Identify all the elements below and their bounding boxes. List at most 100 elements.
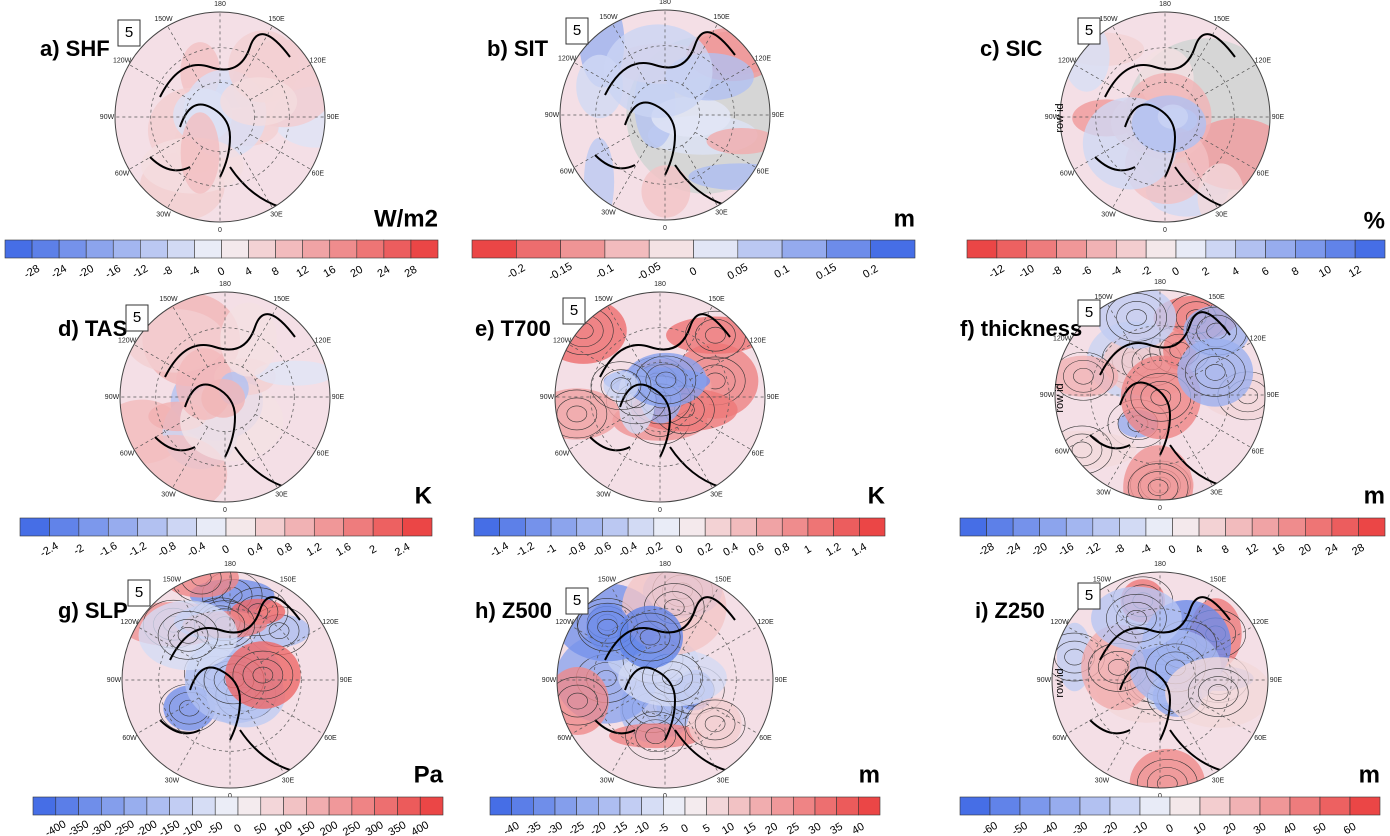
colorbar-box	[489, 796, 512, 816]
colorbar-box	[374, 796, 398, 816]
box	[1077, 17, 1101, 45]
contour	[655, 371, 677, 389]
unit: m	[1359, 761, 1380, 788]
colorbar-box	[756, 517, 783, 537]
colorbar-tick-label: 25	[785, 821, 802, 836]
colorbar-tick-label: -8	[160, 264, 174, 279]
meridian-label: 30W	[161, 492, 176, 499]
panel: 180 150E 120E 90E 60E 30E 0 30W 60W 90W 120W 150W b)…	[471, 0, 916, 283]
meridian-label: 30E	[715, 210, 728, 217]
meridian-label: 150W	[594, 296, 613, 303]
colorbar-tick-label: -0.4	[617, 540, 639, 560]
meridian-label: 120E	[315, 337, 332, 344]
colorbar-box	[858, 796, 881, 816]
colorbar-box	[533, 796, 556, 816]
colorbar-box	[1145, 239, 1177, 259]
latitude	[158, 608, 302, 752]
colorbar-box	[550, 517, 578, 537]
anomaly	[1097, 290, 1177, 349]
meridian-label: 30E	[1215, 212, 1228, 219]
contour	[566, 405, 588, 423]
meridian	[1177, 710, 1215, 774]
coastline	[1094, 33, 1266, 212]
colorbar-box	[419, 796, 444, 816]
colorbar-tick-label: 50	[1312, 821, 1329, 836]
colorbar-box	[515, 239, 561, 259]
panel: 180 150E 120E 90E 60E 30E 0 30W 60W 90W 120W 150W e)…	[473, 281, 886, 560]
colorbar-tick-label: -35	[523, 820, 543, 836]
colorbar-box	[402, 517, 433, 537]
contour	[567, 692, 588, 710]
anomaly	[688, 697, 742, 751]
panel-label: e) T700	[475, 316, 551, 341]
coastline	[154, 313, 326, 492]
panel-label: b) SIT	[487, 36, 549, 61]
anomaly	[1055, 355, 1119, 397]
box-label: 5	[1085, 22, 1093, 39]
colorbar-tick-label: -24	[1003, 541, 1023, 559]
meridian-label: 120E	[1255, 57, 1272, 64]
map	[557, 572, 773, 788]
meridian-label: 60E	[312, 170, 325, 177]
meridian-label: 0	[1163, 227, 1167, 234]
colorbar-box	[112, 239, 141, 259]
anomaly	[617, 605, 684, 669]
unit: K	[868, 482, 886, 509]
contour	[557, 676, 608, 726]
panel: 180 150E 120E 90E 60E 30E 0 30W 60W 90W 120W 150W g)…	[32, 561, 444, 836]
meridian-label: 90W	[1045, 114, 1060, 121]
contour	[167, 619, 209, 652]
panel: 180 150E 120E 90E 60E 30E 0 30W 60W 90W 120W 150W h)…	[475, 561, 881, 836]
colorbar-box	[499, 517, 526, 537]
colorbar-tick-label: 16	[321, 264, 338, 281]
colorbar-box	[730, 517, 757, 537]
colorbar-box	[1319, 796, 1351, 816]
panel: 180 150E 120E 90E 60E 30E 0 30W 60W 90W 120W 150W i)…	[959, 561, 1381, 836]
meridian	[247, 586, 285, 650]
colorbar-box	[870, 239, 916, 259]
meridian-label: 90E	[332, 394, 345, 401]
contour	[242, 658, 284, 692]
colorbar-tick-label: -1.6	[97, 540, 119, 560]
colorbar-tick-label: 20	[348, 264, 365, 281]
panel: 180 150E 120E 90E 60E 30E 0 30W 60W 90W 120W 150W d)…	[19, 281, 433, 560]
colorbar-tick-label: -200	[134, 818, 159, 836]
meridian-label: 90E	[1272, 114, 1285, 121]
colorbar-tick-label: -15	[610, 820, 630, 836]
anomaly	[608, 723, 703, 749]
meridian-label: 120W	[1050, 619, 1069, 626]
colorbar-tick-label: 4	[243, 265, 254, 278]
colorbar-tick-label: -20	[588, 820, 608, 836]
colorbar-tick-label: -50	[205, 820, 225, 836]
colorbar-tick-label: 30	[807, 821, 824, 836]
colorbar-tick-label: 60	[1342, 821, 1359, 836]
panel-label: g) SLP	[58, 598, 128, 623]
meridian	[1066, 625, 1130, 663]
anomaly	[180, 112, 220, 194]
meridian-label: 180	[659, 561, 671, 568]
meridian-label: 30W	[596, 492, 611, 499]
anomaly	[225, 641, 301, 709]
contour	[1204, 364, 1226, 381]
contour	[1137, 471, 1179, 500]
colorbar-box	[1265, 239, 1296, 259]
meridian-label: 180	[219, 281, 231, 288]
colorbar-box	[684, 796, 707, 816]
colorbar-tick-label: 0	[1170, 265, 1181, 278]
map-border	[121, 571, 339, 789]
contour	[705, 326, 726, 344]
colorbar-tick-label: 5	[701, 822, 712, 835]
colorbar-box	[372, 517, 403, 537]
meridian	[682, 586, 720, 650]
colorbar-tick-label: 0.6	[747, 541, 766, 559]
contour	[1126, 609, 1147, 627]
colorbar-box	[78, 517, 109, 537]
coastline	[1089, 311, 1261, 490]
box	[117, 19, 141, 47]
colorbar-box	[146, 796, 170, 816]
meridian	[682, 710, 720, 774]
map	[115, 12, 325, 222]
meridian-label: 0	[658, 507, 662, 514]
colorbar-tick-label: 0.4	[246, 541, 265, 559]
colorbar-tick-label: 0	[220, 543, 231, 556]
